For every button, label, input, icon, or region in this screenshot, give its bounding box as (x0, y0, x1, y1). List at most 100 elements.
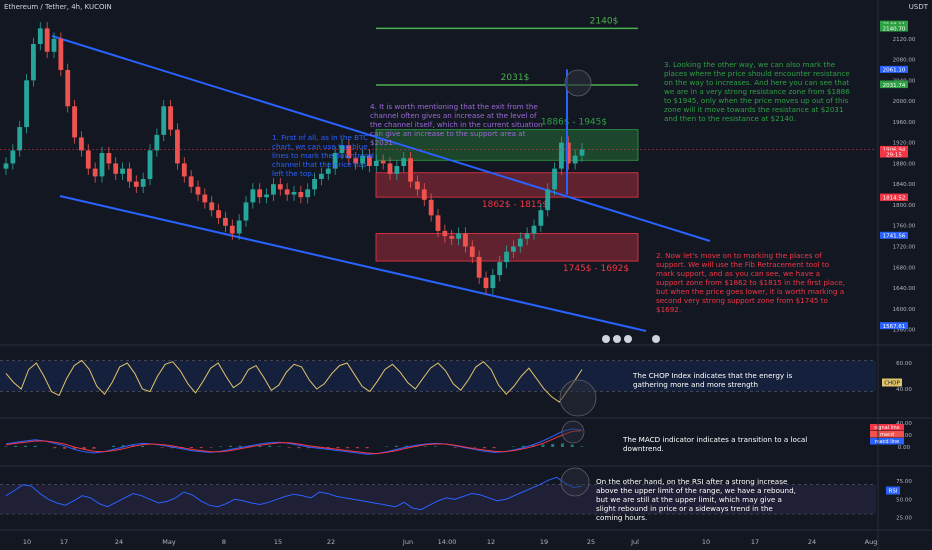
price-axis-tick: 1880.00 (893, 161, 916, 167)
macd-axis-tick: 20.00 (896, 433, 912, 439)
zone-label: 1862$ - 1815$ (482, 200, 548, 210)
macd-histogram-bar (258, 445, 262, 447)
macd-histogram-bar (346, 447, 350, 449)
candle-body (421, 189, 427, 200)
macd-histogram-bar (229, 445, 233, 447)
macd-histogram-bar (121, 445, 125, 447)
zone-label: 1745$ - 1692$ (563, 264, 629, 274)
zone-label: 1886$ - 1945$ (541, 118, 607, 128)
candle-body (305, 189, 311, 198)
macd-histogram-bar (482, 447, 486, 449)
macd-histogram-bar (141, 445, 145, 447)
event-flag-icon (613, 335, 621, 343)
candle-body (99, 153, 105, 177)
price-axis-tick: 1560.00 (893, 328, 916, 334)
macd-histogram-bar (14, 445, 18, 447)
candle-body (44, 28, 50, 52)
candle-body (24, 80, 29, 128)
macd-axis-tick: 40.00 (896, 421, 912, 427)
candle-body (229, 225, 235, 234)
macd-histogram-bar (307, 447, 311, 449)
macd-histogram-bar (160, 447, 164, 448)
rsi-tag (886, 486, 900, 495)
candle-body (380, 160, 386, 164)
macd-histogram-bar (541, 444, 545, 447)
price-axis-tick: 1840.00 (893, 182, 916, 188)
candle-body (517, 238, 523, 247)
candle-body (161, 106, 167, 135)
macd-histogram-bar (395, 445, 399, 447)
candle-body (236, 220, 242, 234)
candle-body (442, 230, 448, 237)
candle-body (223, 217, 228, 226)
chop-series-line (5, 359, 583, 403)
chop-circle (559, 379, 597, 417)
annotation-channel-exit: 4. It is worth mentioning that the exit … (370, 102, 543, 147)
x-axis-tick: 24 (115, 538, 123, 546)
macd-legend-label: signal line (874, 425, 899, 431)
candle-body (469, 246, 475, 257)
candle-body (209, 202, 215, 211)
candle-body (127, 168, 132, 182)
event-flag-icon (652, 335, 660, 343)
rsi-axis-tick: 50.00 (896, 497, 912, 503)
price-axis-tick: 2120.00 (893, 37, 916, 43)
candle-body (106, 153, 112, 164)
candle-body (559, 142, 564, 169)
candle-body (504, 251, 509, 263)
x-axis-tick: May (162, 538, 176, 546)
candle-body (181, 163, 187, 177)
x-axis-tick: 25 (587, 538, 595, 546)
macd-histogram-bar (473, 447, 477, 448)
price-tag (880, 145, 908, 153)
candle-body (92, 168, 98, 177)
candle-body (188, 176, 194, 187)
candle-body (483, 277, 489, 289)
macd-histogram-bar (219, 446, 223, 447)
candle-body (10, 150, 16, 164)
annotation-support: 2. Now let's move on to marking the plac… (656, 251, 845, 314)
candle-body (37, 28, 43, 44)
candle-body (449, 236, 455, 239)
macd-legend-tag (870, 438, 904, 445)
macd-histogram-bar (521, 445, 525, 447)
macd-histogram-bar (82, 447, 86, 450)
channel-upper-line (51, 35, 711, 242)
candle-body (346, 145, 352, 159)
price-axis-tick: 1680.00 (893, 265, 916, 271)
price-axis-tick: 1760.00 (893, 224, 916, 230)
annotation-resistance: 3. Looking the other way, we can also ma… (664, 60, 850, 123)
x-axis-tick: Aug (865, 538, 878, 546)
price-axis-tick: 2000.00 (893, 99, 916, 105)
rsi-axis-tick: 25.00 (896, 516, 912, 522)
candle-body (85, 150, 91, 169)
candle-body (531, 225, 537, 234)
price-tag (880, 150, 908, 158)
candle-body (319, 173, 324, 179)
macd-histogram-bar (512, 446, 516, 447)
macd-histogram-bar (492, 447, 496, 449)
candle-body (202, 194, 208, 203)
x-axis-tick: 10 (23, 538, 31, 546)
macd-histogram-bar (199, 447, 203, 449)
chop-axis-tick: 40.00 (896, 387, 912, 393)
candle-body (435, 215, 441, 231)
target-label: 2031$ (501, 73, 530, 83)
candle-body (428, 199, 434, 216)
candle-body (133, 181, 139, 187)
macd-histogram-bar (355, 447, 359, 449)
candle-body (195, 186, 201, 195)
price-axis-tick: 1720.00 (893, 245, 916, 251)
macd-histogram-bar (570, 444, 574, 447)
candle-body (373, 160, 379, 167)
macd-histogram-bar (189, 447, 193, 449)
macd-histogram-bar (4, 446, 8, 447)
candle-body (277, 184, 283, 190)
candle-body (243, 202, 249, 221)
macd-axis-tick: 0.00 (898, 445, 911, 451)
candle-body (339, 145, 345, 154)
candle-body (456, 233, 461, 239)
annotation-rsi: On the other hand, on the RSI after a st… (596, 477, 796, 522)
channel-lower-line (59, 195, 647, 332)
